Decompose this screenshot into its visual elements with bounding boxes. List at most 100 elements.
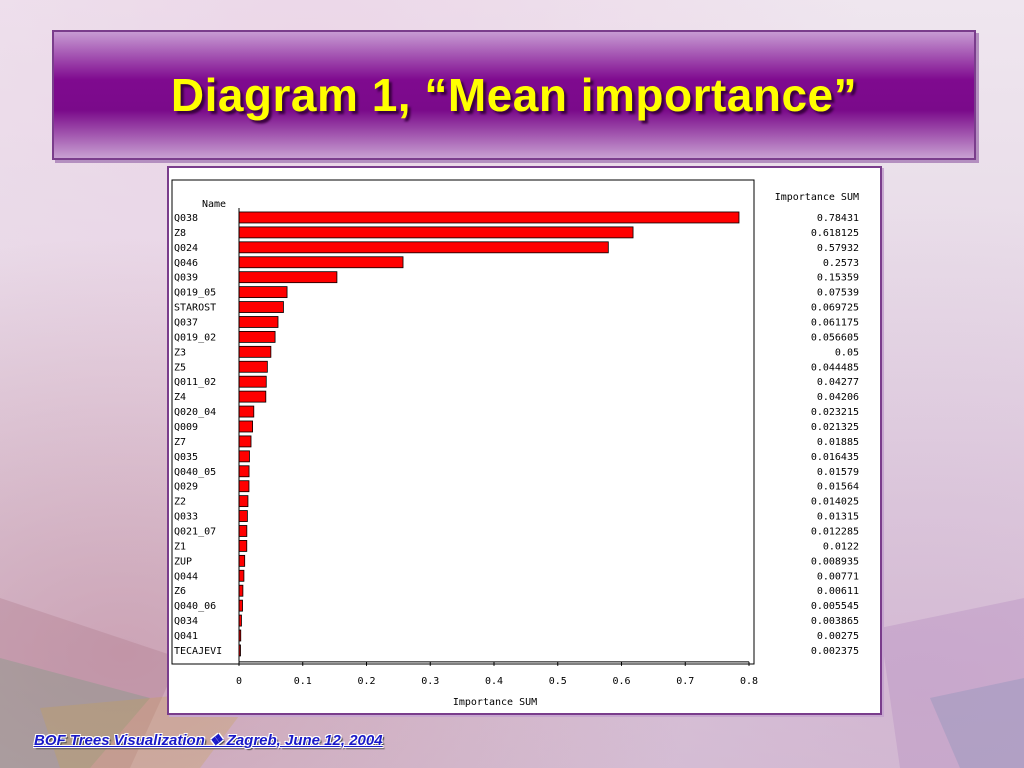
bar <box>238 599 243 612</box>
title-banner: Diagram 1, “Mean importance” <box>52 30 976 160</box>
value-label: 0.00771 <box>817 571 859 582</box>
value-label: 0.57932 <box>817 243 859 254</box>
value-label: 0.056605 <box>811 332 859 343</box>
value-label: 0.15359 <box>817 273 859 284</box>
bar <box>238 420 253 433</box>
category-label: Z7 <box>174 437 186 448</box>
category-label: TECAJEVI <box>174 646 222 657</box>
value-label: 0.78431 <box>817 213 859 224</box>
x-axis-label: Importance SUM <box>453 697 537 708</box>
category-label: Z2 <box>174 497 186 508</box>
bar <box>238 390 267 403</box>
value-label: 0.01315 <box>817 512 859 523</box>
value-label: 0.04277 <box>817 377 859 388</box>
x-tick-label: 0.5 <box>549 676 567 687</box>
value-label: 0.0122 <box>823 541 859 552</box>
category-label: Z3 <box>174 347 186 358</box>
bar <box>238 375 267 388</box>
value-label: 0.01579 <box>817 467 859 478</box>
value-label: 0.008935 <box>811 556 859 567</box>
bar <box>238 435 252 448</box>
bar <box>238 569 245 582</box>
name-column-header: Name <box>202 199 226 210</box>
footer-caption: BOF Trees Visualization ❖ Zagreb, June 1… <box>34 732 383 749</box>
category-label: Q038 <box>174 213 198 224</box>
bar <box>238 495 249 508</box>
category-label: ZUP <box>174 556 192 567</box>
x-tick-label: 0.1 <box>294 676 312 687</box>
category-label: Q033 <box>174 512 198 523</box>
category-label: Z5 <box>174 362 186 373</box>
category-label: Q046 <box>174 258 198 269</box>
x-tick-label: 0.8 <box>740 676 758 687</box>
bar <box>238 211 740 224</box>
chart-frame: Name Importance SUM Importance SUM Q038 Z… <box>167 166 882 715</box>
category-label: Z1 <box>174 541 186 552</box>
category-label: Q019_05 <box>174 288 216 299</box>
x-tick-label: 0.3 <box>421 676 439 687</box>
category-label: Q020_04 <box>174 407 216 418</box>
bar <box>238 510 248 522</box>
category-label: Q040_05 <box>174 467 216 478</box>
x-tick-label: 0.4 <box>485 676 503 687</box>
category-label: Q039 <box>174 273 198 284</box>
bar <box>238 226 634 239</box>
bar <box>238 465 250 478</box>
x-axis: 0 0.1 0.2 0.3 0.4 0.5 0.6 0.7 0.8 <box>236 208 758 687</box>
value-label: 0.061175 <box>811 317 859 328</box>
bar <box>238 450 250 463</box>
value-label: 0.04206 <box>817 392 859 403</box>
bar <box>238 525 248 537</box>
value-label: 0.012285 <box>811 526 859 537</box>
value-labels: 0.78431 0.618125 0.57932 0.2573 0.15359 0.075… <box>811 213 859 657</box>
bar <box>238 316 279 328</box>
importance-bar-chart: Name Importance SUM Importance SUM Q038 Z… <box>171 179 859 708</box>
value-label: 0.014025 <box>811 497 859 508</box>
background-decoration <box>0 598 1024 768</box>
value-label: 0.021325 <box>811 422 859 433</box>
bar <box>238 584 244 597</box>
bar <box>238 540 248 552</box>
category-label: Q029 <box>174 482 198 493</box>
bar <box>238 331 276 343</box>
bar <box>238 405 255 418</box>
value-label: 0.07539 <box>817 288 859 299</box>
x-tick-label: 0.6 <box>612 676 630 687</box>
value-label: 0.00611 <box>817 586 859 597</box>
category-label: Q041 <box>174 631 198 642</box>
bar <box>238 286 288 299</box>
value-label: 0.044485 <box>811 362 859 373</box>
value-label: 0.023215 <box>811 407 859 418</box>
value-label: 0.016435 <box>811 452 859 463</box>
category-label: Q040_06 <box>174 601 216 612</box>
category-labels: Q038 Z8 Q024 Q046 Q039 Q019_05 STAROST Q037 Q019… <box>174 213 222 657</box>
value-label: 0.2573 <box>823 258 859 269</box>
value-label: 0.618125 <box>811 228 859 239</box>
value-label: 0.00275 <box>817 631 859 642</box>
x-tick-label: 0 <box>236 676 242 687</box>
value-label: 0.01885 <box>817 437 859 448</box>
bar <box>238 480 250 493</box>
bar <box>238 271 338 284</box>
category-label: Q037 <box>174 317 198 328</box>
bar <box>238 554 246 567</box>
slide-title: Diagram 1, “Mean importance” <box>170 69 858 121</box>
value-label: 0.003865 <box>811 616 859 627</box>
x-tick-label: 0.2 <box>357 676 375 687</box>
category-label: Z4 <box>174 392 186 403</box>
value-label: 0.069725 <box>811 303 859 314</box>
category-label: Q011_02 <box>174 377 216 388</box>
category-label: Z8 <box>174 228 186 239</box>
category-label: Q044 <box>174 571 198 582</box>
bar <box>238 301 284 313</box>
category-label: Q024 <box>174 243 198 254</box>
category-label: Z6 <box>174 586 186 597</box>
value-label: 0.01564 <box>817 482 859 493</box>
bar <box>238 256 404 269</box>
bar <box>238 345 272 358</box>
value-label: 0.05 <box>835 347 859 358</box>
value-column-header: Importance SUM <box>775 192 859 203</box>
category-label: STAROST <box>174 303 216 314</box>
bar <box>238 360 268 373</box>
category-label: Q019_02 <box>174 332 216 343</box>
